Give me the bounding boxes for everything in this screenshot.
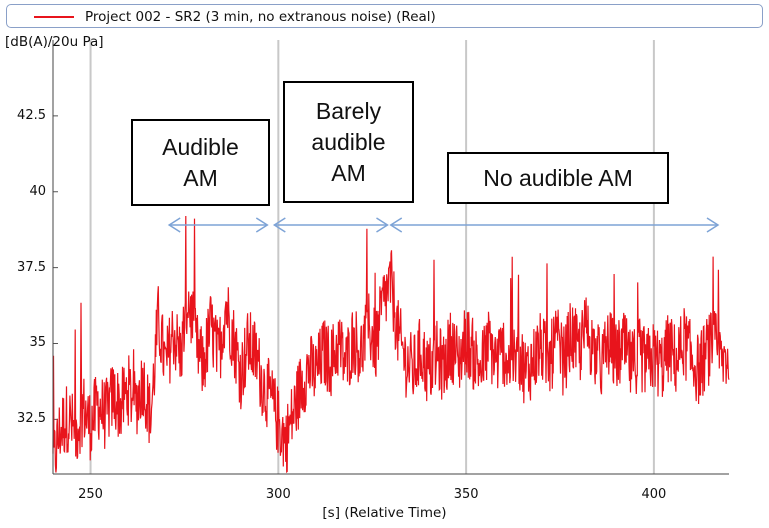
x-axis-label: [s] (Relative Time) (322, 505, 447, 521)
y-tick-label: 42.5 (17, 107, 46, 123)
plot-frame (52, 40, 729, 475)
arrow-head-left (389, 217, 403, 233)
legend: Project 002 - SR2 (3 min, no extranous n… (6, 4, 763, 28)
y-tick-label: 35 (29, 335, 46, 351)
arrow-head-left (272, 217, 286, 233)
y-axis-label: [dB(A)/20u Pa] (5, 34, 104, 50)
legend-swatch (34, 16, 74, 18)
arrow-head-right (255, 217, 269, 233)
x-tick-label: 300 (265, 487, 291, 502)
annotation-audible-am: Audible AM (131, 119, 270, 206)
annotation-arrows (167, 217, 720, 233)
y-tick-label: 32.5 (17, 411, 46, 427)
legend-label: Project 002 - SR2 (3 min, no extranous n… (85, 9, 436, 25)
x-tick-label: 250 (78, 487, 103, 502)
y-tick-label: 40 (29, 183, 46, 199)
series-layer (52, 215, 730, 474)
annotation-no-audible-am: No audible AM (447, 152, 669, 204)
annotation-barely-audible-am: Barely audible AM (283, 81, 414, 203)
y-tick-label: 37.5 (17, 259, 46, 275)
arrow-head-left (167, 217, 181, 233)
arrow-head-right (706, 217, 720, 233)
x-tick-label: 400 (641, 487, 667, 502)
x-tick-label: 350 (453, 487, 479, 502)
arrow-head-right (376, 217, 389, 233)
series-line (52, 215, 730, 474)
